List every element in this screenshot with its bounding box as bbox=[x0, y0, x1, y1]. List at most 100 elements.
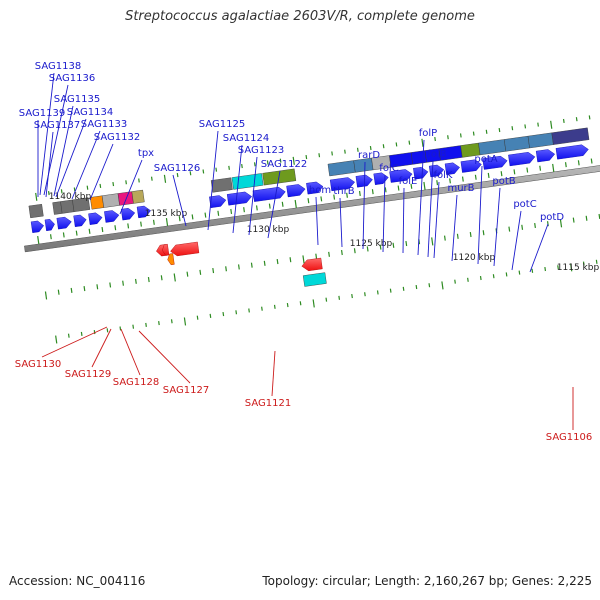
tick-mark-3-19 bbox=[299, 301, 302, 306]
forward-gene-arrow-15 bbox=[373, 172, 389, 185]
cog-block-21 bbox=[527, 132, 554, 149]
bottom-gene-label-2: SAG1128 bbox=[113, 377, 159, 388]
tick-mark-2-4 bbox=[96, 284, 99, 290]
forward-gene-arrow-16 bbox=[389, 169, 413, 183]
tick-mark-0-14 bbox=[215, 167, 218, 172]
tick-mark-3-25 bbox=[376, 290, 379, 295]
cog-block-9 bbox=[231, 173, 264, 190]
tick-mark-3-12 bbox=[209, 313, 212, 318]
top-label-leader-23 bbox=[477, 165, 483, 265]
forward-gene-arrow-13 bbox=[329, 177, 355, 192]
tick-mark-3-9 bbox=[170, 319, 173, 324]
top-label-leader-11 bbox=[232, 144, 243, 234]
forward-gene-arrow-6 bbox=[120, 208, 136, 221]
tick-mark-0-18 bbox=[266, 160, 269, 165]
tick-mark-1-32 bbox=[449, 178, 451, 184]
tick-mark-1-4 bbox=[88, 228, 91, 234]
tick-mark-1-6 bbox=[114, 225, 117, 231]
tick-mark-3-17 bbox=[273, 304, 276, 309]
top-label-leader-0 bbox=[39, 72, 55, 196]
top-gene-label-26: potD bbox=[540, 212, 564, 223]
genome-stats-label: Topology: circular; Length: 2,160,267 bp… bbox=[262, 574, 592, 588]
tick-mark-2-33 bbox=[469, 231, 472, 238]
tick-mark-2-25 bbox=[366, 246, 369, 252]
tick-mark-2-20 bbox=[302, 255, 305, 264]
tick-mark-0-0 bbox=[35, 192, 38, 201]
tick-mark-3-2 bbox=[80, 331, 83, 336]
top-label-leader-18 bbox=[402, 187, 405, 254]
top-label-leader-10 bbox=[207, 130, 219, 231]
tick-mark-3-40 bbox=[570, 263, 573, 272]
tick-mark-1-24 bbox=[346, 192, 348, 198]
top-gene-label-4: SAG1134 bbox=[67, 107, 113, 118]
bottom-gene-label-3: SAG1127 bbox=[163, 385, 209, 396]
top-gene-label-10: SAG1125 bbox=[199, 119, 245, 130]
forward-gene-arrow-17 bbox=[413, 167, 429, 180]
tick-mark-0-38 bbox=[524, 124, 527, 129]
forward-gene-arrow-23 bbox=[535, 149, 556, 163]
cog-block-3 bbox=[72, 197, 91, 213]
top-gene-label-7: SAG1132 bbox=[94, 132, 140, 143]
top-gene-label-19: folP bbox=[419, 128, 437, 139]
tick-mark-3-39 bbox=[557, 265, 559, 270]
top-gene-label-15: thrB bbox=[333, 186, 354, 197]
tick-mark-0-16 bbox=[241, 163, 243, 169]
tick-mark-1-0 bbox=[37, 235, 40, 245]
top-label-leader-6 bbox=[71, 130, 101, 200]
tick-mark-2-9 bbox=[160, 275, 163, 281]
tick-mark-2-26 bbox=[379, 244, 382, 250]
tick-mark-3-8 bbox=[158, 321, 160, 326]
tick-mark-2-19 bbox=[289, 257, 292, 263]
accession-label: Accession: NC_004116 bbox=[9, 574, 146, 588]
cog-block-4 bbox=[90, 195, 105, 210]
tick-mark-3-31 bbox=[454, 279, 456, 284]
tick-mark-0-23 bbox=[331, 151, 333, 156]
tick-mark-1-29 bbox=[410, 183, 413, 189]
tick-mark-3-23 bbox=[351, 293, 353, 299]
top-gene-label-11: SAG1124 bbox=[223, 133, 269, 144]
tick-mark-1-8 bbox=[140, 221, 142, 227]
forward-gene-arrow-0 bbox=[30, 220, 44, 233]
tick-mark-1-16 bbox=[243, 207, 245, 213]
tick-mark-2-10 bbox=[173, 273, 176, 282]
tick-mark-0-22 bbox=[318, 153, 321, 158]
tick-mark-1-1 bbox=[49, 234, 52, 240]
tick-mark-3-35 bbox=[505, 272, 508, 277]
tick-mark-2-42 bbox=[585, 215, 588, 221]
top-gene-label-12: SAG1123 bbox=[238, 145, 284, 156]
tick-mark-2-30 bbox=[431, 237, 434, 246]
tick-mark-0-32 bbox=[447, 135, 449, 140]
tick-mark-0-11 bbox=[176, 173, 179, 178]
reverse-gene-arrow-4 bbox=[301, 257, 323, 272]
tick-mark-1-11 bbox=[178, 216, 181, 222]
tick-mark-0-13 bbox=[202, 169, 205, 174]
tick-mark-2-31 bbox=[443, 235, 446, 241]
tick-mark-0-30 bbox=[421, 138, 424, 147]
tick-mark-2-36 bbox=[508, 226, 511, 232]
tick-mark-0-4 bbox=[86, 185, 89, 190]
tick-mark-1-14 bbox=[217, 210, 220, 216]
top-label-leader-7 bbox=[89, 143, 114, 201]
tick-mark-2-37 bbox=[521, 224, 524, 230]
tick-mark-3-6 bbox=[132, 324, 135, 329]
forward-gene-arrow-12 bbox=[306, 181, 324, 195]
figure-title: Streptococcus agalactiae 2603V/R, comple… bbox=[125, 9, 475, 24]
tick-mark-0-26 bbox=[369, 145, 372, 151]
tick-mark-2-21 bbox=[315, 253, 318, 259]
top-label-leader-13 bbox=[267, 170, 281, 239]
tick-mark-3-22 bbox=[338, 295, 341, 300]
tick-mark-3-18 bbox=[286, 302, 289, 308]
top-gene-label-2: SAG1135 bbox=[54, 94, 100, 105]
tick-mark-1-5 bbox=[101, 226, 104, 233]
top-label-leader-5 bbox=[45, 131, 54, 198]
tick-mark-0-24 bbox=[344, 149, 346, 154]
tick-mark-1-33 bbox=[461, 176, 464, 182]
tick-mark-0-7 bbox=[125, 180, 127, 185]
tick-mark-3-15 bbox=[248, 308, 250, 313]
tick-mark-2-16 bbox=[250, 262, 253, 268]
top-label-leader-9 bbox=[172, 174, 187, 227]
top-gene-label-8: tpx bbox=[138, 148, 154, 159]
tick-mark-3-20 bbox=[312, 299, 315, 308]
cog-block-7 bbox=[131, 189, 145, 204]
